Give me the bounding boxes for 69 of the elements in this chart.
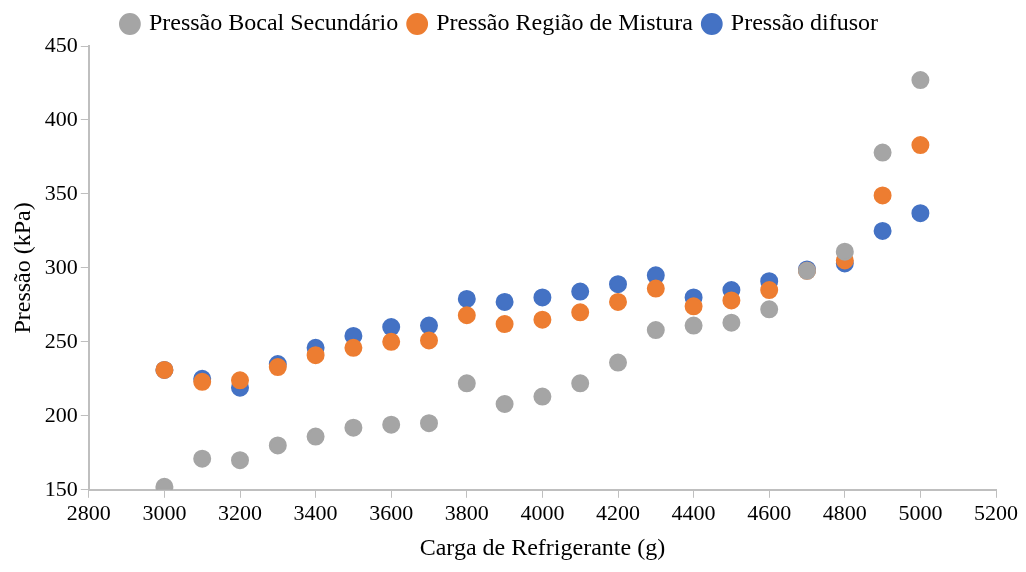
x-tick-label: 3000: [142, 499, 187, 525]
x-tick-label: 5000: [898, 499, 943, 525]
point: [873, 143, 892, 162]
point: [722, 291, 741, 310]
point: [873, 186, 892, 205]
point: [495, 315, 514, 334]
x-tick-label: 3600: [369, 499, 414, 525]
point: [382, 318, 401, 337]
point: [609, 275, 627, 294]
legend-label: Pressão Bocal Secundário: [148, 9, 399, 36]
point: [684, 297, 703, 316]
point: [420, 331, 438, 350]
point: [382, 332, 401, 351]
x-tick-label: 2800: [66, 499, 111, 525]
point: [835, 242, 854, 261]
point: [420, 414, 438, 433]
point: [306, 427, 325, 446]
point: [571, 303, 590, 322]
point: [684, 316, 703, 335]
x-axis-title: Carga de Refrigerante (g): [419, 533, 666, 560]
y-tick-label: 400: [44, 105, 78, 131]
point: [609, 353, 627, 372]
point: [457, 306, 476, 325]
x-tick-label: 3400: [293, 499, 338, 525]
point: [760, 281, 779, 300]
point: [344, 418, 363, 437]
y-tick-label: 350: [44, 179, 78, 205]
point: [382, 415, 401, 434]
point: [911, 71, 930, 90]
point: [873, 221, 892, 240]
y-tick-label: 300: [44, 253, 78, 279]
point: [609, 292, 627, 311]
x-tick-label: 3800: [444, 499, 489, 525]
point: [533, 387, 552, 406]
y-tick-label: 200: [44, 401, 78, 427]
legend-label: Pressão difusor: [730, 9, 879, 36]
y-tick-label: 250: [44, 327, 78, 353]
legend-label: Pressão Região de Mistura: [436, 9, 694, 36]
point: [231, 451, 249, 470]
x-tick-label: 4400: [671, 499, 716, 525]
point: [571, 282, 590, 301]
x-tick-label: 4000: [520, 499, 565, 525]
x-tick-label: 4600: [747, 499, 792, 525]
x-tick-label: 4800: [822, 499, 867, 525]
point: [646, 321, 665, 340]
y-tick-label: 450: [44, 31, 78, 57]
point: [911, 204, 930, 223]
point: [457, 374, 476, 393]
point: [722, 313, 741, 332]
point: [911, 136, 930, 155]
point: [268, 436, 287, 455]
point: [193, 449, 212, 468]
point: [231, 371, 249, 390]
point: [457, 289, 476, 308]
point: [571, 374, 590, 393]
y-tick-label: 150: [44, 475, 78, 501]
point: [306, 346, 325, 365]
x-tick-label: 4200: [596, 499, 640, 525]
x-tick-label: 3200: [218, 499, 262, 525]
point: [760, 300, 779, 319]
point: [533, 310, 552, 329]
y-axis-title: Pressão (kPa): [8, 202, 35, 334]
x-tick-label: 5200: [974, 499, 1018, 525]
point: [420, 316, 438, 335]
point: [495, 395, 514, 413]
point: [646, 279, 665, 298]
point: [344, 338, 363, 357]
point: [533, 288, 552, 307]
point: [495, 292, 514, 311]
